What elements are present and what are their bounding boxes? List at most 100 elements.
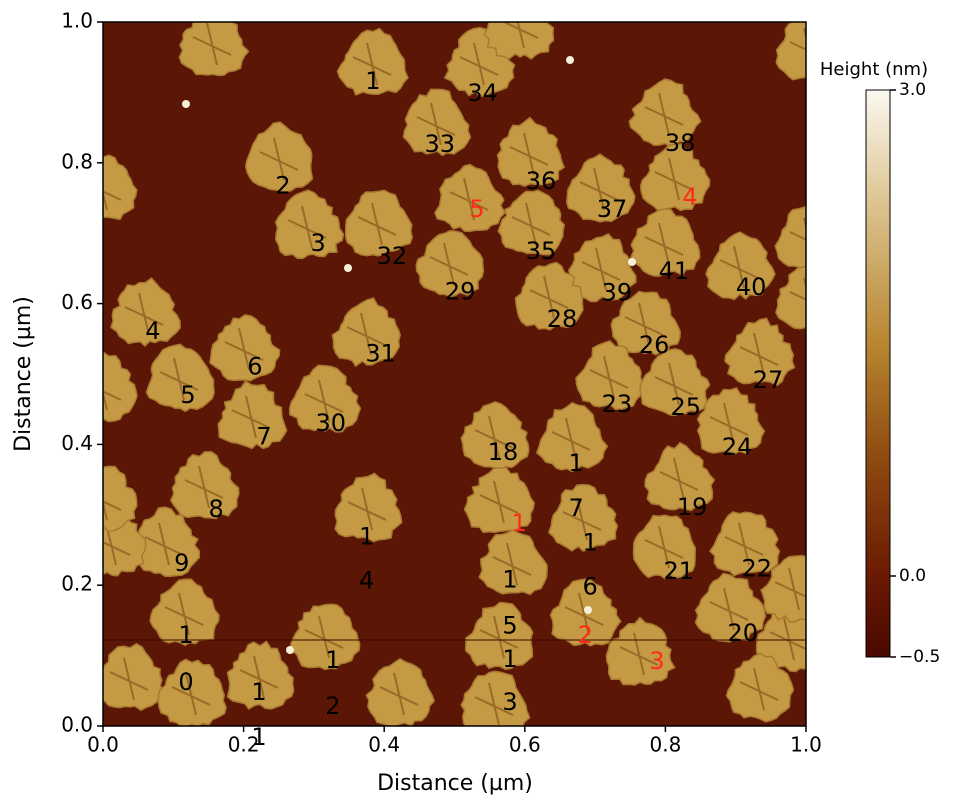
origami-blob bbox=[103, 465, 138, 533]
structure-label: 2 bbox=[325, 692, 340, 720]
y-tick-label: 1.0 bbox=[61, 9, 93, 33]
origami-blob bbox=[103, 351, 138, 423]
origami-blob bbox=[760, 554, 806, 623]
particle bbox=[566, 56, 574, 64]
structure-label: 1 bbox=[325, 646, 340, 674]
origami-blob bbox=[217, 380, 288, 450]
particle bbox=[286, 646, 294, 654]
origami-blob bbox=[775, 22, 806, 81]
blob-seam bbox=[231, 395, 271, 439]
origami-blob bbox=[725, 652, 795, 723]
origami-blob bbox=[344, 189, 413, 257]
structure-label: 35 bbox=[526, 237, 557, 265]
blob-seam bbox=[259, 137, 299, 181]
origami-blob bbox=[547, 483, 619, 552]
origami-blob bbox=[274, 189, 345, 260]
structure-label: 30 bbox=[315, 409, 346, 437]
blob-seam bbox=[709, 587, 749, 631]
origami-blob bbox=[610, 290, 681, 356]
structure-label: 39 bbox=[602, 279, 633, 307]
origami-blob bbox=[575, 340, 645, 410]
structure-label: 4 bbox=[145, 317, 160, 345]
origami-blob bbox=[209, 314, 281, 382]
blob-seam bbox=[509, 132, 549, 176]
structure-label: 1 bbox=[583, 529, 598, 557]
blob-seam bbox=[124, 292, 164, 336]
structure-label: 5 bbox=[180, 381, 195, 409]
origami-blob bbox=[696, 387, 766, 455]
blob-seam bbox=[287, 205, 327, 249]
structure-label: 28 bbox=[547, 305, 578, 333]
structure-label: 25 bbox=[671, 393, 702, 421]
blob-seam bbox=[654, 157, 694, 201]
structure-label: 20 bbox=[727, 619, 758, 647]
structure-label: 27 bbox=[753, 366, 784, 394]
structure-label: 1 bbox=[251, 723, 266, 751]
blob-seam bbox=[103, 498, 122, 521]
particle bbox=[182, 100, 190, 108]
origami-blob bbox=[478, 529, 548, 596]
structure-label: 2 bbox=[275, 172, 290, 200]
structure-label: 9 bbox=[174, 549, 189, 577]
particle bbox=[344, 264, 352, 272]
structure-label: 40 bbox=[736, 273, 767, 301]
structure-label: 1 bbox=[502, 565, 517, 593]
origami-blob bbox=[483, 22, 555, 60]
origami-blob bbox=[402, 88, 472, 157]
particle bbox=[628, 258, 636, 266]
structure-label: 33 bbox=[424, 130, 455, 158]
afm-image bbox=[103, 22, 806, 726]
colorbar-tick-label: 0.0 bbox=[899, 566, 926, 586]
y-tick-label: 0.8 bbox=[61, 149, 93, 173]
origami-blob bbox=[145, 343, 215, 413]
blob-seam bbox=[739, 332, 779, 376]
x-tick-label: 0.2 bbox=[228, 733, 260, 757]
blob-seam bbox=[479, 480, 519, 524]
structure-label: 34 bbox=[467, 79, 498, 107]
blob-seam bbox=[144, 522, 184, 566]
origami-blob bbox=[605, 616, 676, 686]
blob-seam bbox=[239, 655, 279, 699]
blob-seam bbox=[511, 202, 551, 246]
origami-blob bbox=[644, 441, 716, 512]
structure-label: 1 bbox=[359, 522, 374, 550]
blob-seam bbox=[644, 92, 684, 136]
origami-blob bbox=[365, 657, 436, 726]
structure-label: 26 bbox=[639, 331, 670, 359]
structure-label: 1 bbox=[365, 67, 380, 95]
blob-seam bbox=[624, 302, 664, 346]
structure-label: 1 bbox=[568, 449, 583, 477]
origami-blob bbox=[628, 78, 702, 148]
blob-seam bbox=[579, 167, 619, 211]
blob-seam bbox=[492, 542, 532, 586]
structure-label: 5 bbox=[502, 612, 517, 640]
structure-label: 5 bbox=[469, 195, 484, 223]
blob-seam bbox=[644, 525, 684, 569]
origami-blob bbox=[103, 643, 164, 712]
blob-seam bbox=[739, 667, 779, 711]
origami-blob bbox=[289, 603, 361, 671]
structure-label: 24 bbox=[722, 433, 753, 461]
blob-seam bbox=[529, 275, 569, 319]
origami-blob bbox=[460, 401, 530, 471]
structure-label: 1 bbox=[502, 645, 517, 673]
blob-seam bbox=[474, 682, 514, 726]
blob-seam bbox=[724, 522, 764, 566]
blob-seam bbox=[709, 402, 749, 446]
plot-frame bbox=[102, 21, 807, 727]
blob-seam bbox=[474, 415, 514, 459]
colorbar-tick-label: −0.5 bbox=[899, 647, 940, 667]
colorbar-label: Height (nm) bbox=[820, 59, 928, 80]
blob-seam bbox=[352, 42, 392, 86]
x-axis-label: Distance (µm) bbox=[377, 771, 533, 796]
x-tick-label: 1.0 bbox=[790, 733, 822, 757]
y-tick-label: 0.2 bbox=[61, 572, 93, 596]
origami-blob bbox=[460, 670, 531, 726]
structure-label: 3 bbox=[649, 647, 664, 675]
blob-seam bbox=[654, 362, 694, 406]
blob-seam bbox=[589, 355, 629, 399]
structure-label: 1 bbox=[512, 509, 527, 537]
blob-seam bbox=[562, 497, 602, 541]
particle bbox=[584, 606, 592, 614]
